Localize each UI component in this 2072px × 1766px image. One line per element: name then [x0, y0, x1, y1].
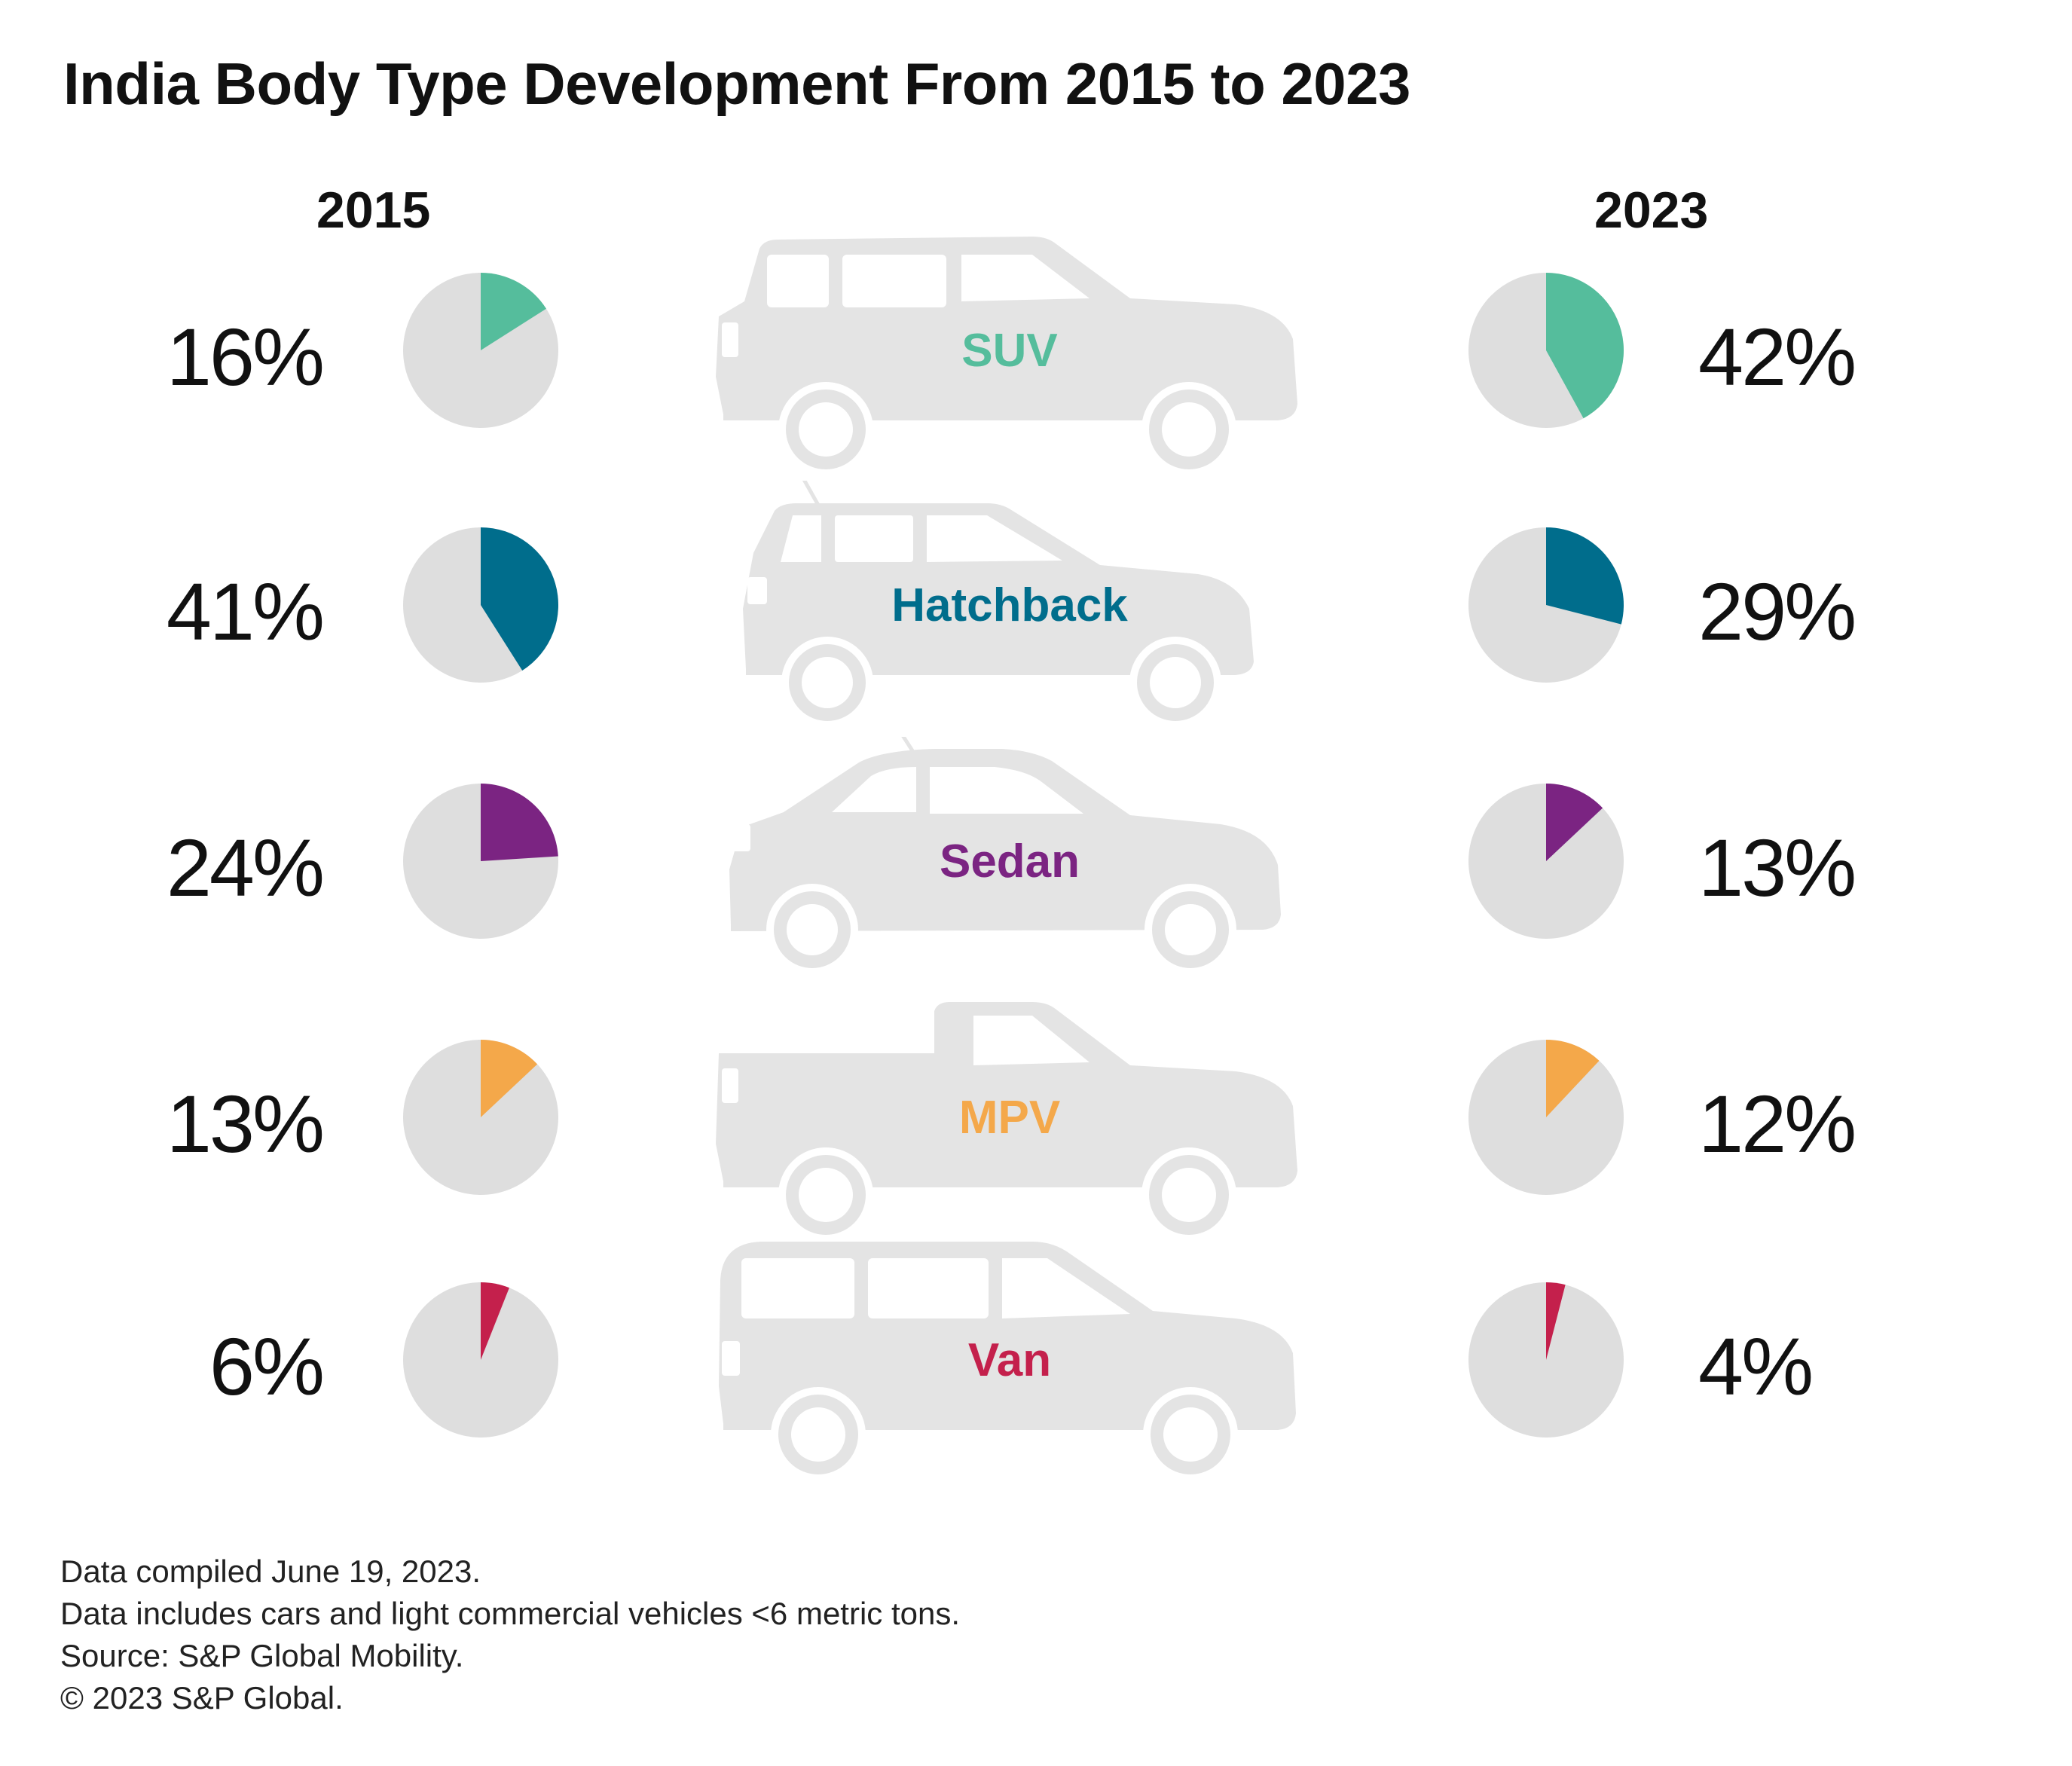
pie-2015-van — [403, 1282, 558, 1438]
pct-2023-hatchback: 29% — [1698, 566, 1857, 657]
hatchback-icon — [743, 481, 1254, 729]
footnote-scope: Data includes cars and light commercial … — [60, 1596, 961, 1631]
pct-2015-van: 6% — [209, 1321, 325, 1412]
pie-slice-2023-suv — [1546, 273, 1624, 419]
footnote-date: Data compiled June 19, 2023. — [60, 1554, 481, 1589]
pie-2023-hatchback — [1468, 527, 1624, 683]
year-header-2023: 2023 — [1594, 182, 1709, 239]
year-header-2015: 2015 — [316, 182, 431, 239]
pct-2015-mpv: 13% — [166, 1078, 325, 1169]
pie-2023-van — [1468, 1282, 1624, 1438]
type-label-sedan: Sedan — [939, 836, 1080, 888]
pie-slice-2023-hatchback — [1546, 527, 1624, 625]
row-hatchback: 41% Hatchback 29% — [0, 481, 2072, 737]
row-sedan: 24% Sedan 13% — [0, 737, 2072, 993]
type-label-hatchback: Hatchback — [891, 579, 1128, 631]
type-label-suv: SUV — [961, 325, 1058, 377]
pct-2023-mpv: 12% — [1698, 1078, 1857, 1169]
type-label-mpv: MPV — [958, 1092, 1061, 1144]
pct-2015-suv: 16% — [166, 311, 325, 402]
row-mpv: 13% MPV 12% — [0, 993, 2072, 1249]
pie-2023-mpv — [1468, 1040, 1624, 1195]
row-suv: 16% SUV 42% — [0, 226, 2072, 482]
pickup-icon — [716, 1002, 1297, 1242]
chart-title: India Body Type Development From 2015 to… — [63, 50, 1410, 117]
pie-slice-2023-van — [1546, 1282, 1566, 1360]
pct-2023-van: 4% — [1698, 1321, 1814, 1412]
footnote-source: Source: S&P Global Mobility. — [60, 1638, 464, 1673]
footnotes: Data compiled June 19, 2023. Data includ… — [60, 1551, 960, 1719]
footnote-copyright: © 2023 S&P Global. — [60, 1680, 344, 1716]
pie-2015-sedan — [403, 784, 558, 939]
pie-2023-sedan — [1468, 784, 1624, 939]
row-van: 6% Van 4% — [0, 1236, 2072, 1492]
van-icon — [719, 1242, 1296, 1482]
type-label-van: Van — [967, 1334, 1052, 1386]
pct-2015-hatchback: 41% — [166, 566, 325, 657]
pct-2023-suv: 42% — [1698, 311, 1857, 402]
pie-2023-suv — [1468, 273, 1624, 428]
sedan-icon — [729, 737, 1281, 976]
pie-slice-2015-mpv — [481, 1040, 538, 1117]
pie-2015-mpv — [403, 1040, 558, 1195]
pie-slice-2015-suv — [481, 273, 546, 350]
pie-slice-2015-hatchback — [481, 527, 559, 671]
pie-2015-suv — [403, 273, 558, 428]
pie-slice-2015-van — [481, 1282, 509, 1360]
pct-2023-sedan: 13% — [1698, 822, 1857, 913]
pie-slice-2023-sedan — [1546, 784, 1603, 861]
pie-2015-hatchback — [403, 527, 559, 683]
pie-slice-2015-sedan — [481, 784, 558, 861]
suv-icon — [716, 237, 1297, 475]
pct-2015-sedan: 24% — [166, 822, 325, 913]
pie-slice-2023-mpv — [1546, 1040, 1600, 1117]
